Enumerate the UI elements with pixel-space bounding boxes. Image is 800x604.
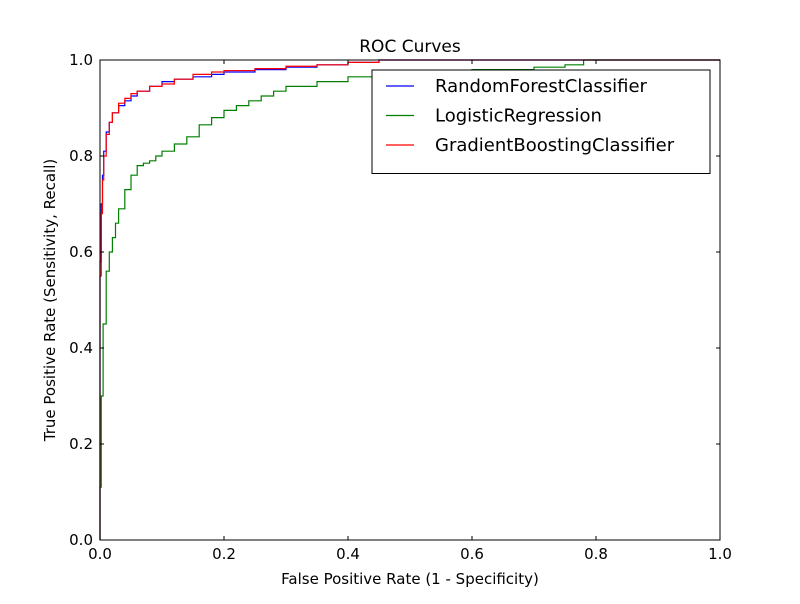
x-tick-label: 1.0 (708, 545, 732, 563)
x-tick-label: 0.8 (584, 545, 608, 563)
y-axis-label: True Positive Rate (Sensitivity, Recall) (41, 159, 59, 442)
legend-label: LogisticRegression (435, 106, 602, 127)
axes-layer: 0.0 0.2 0.4 0.6 0.8 1.0 0.0 0.2 0.4 0.6 0.8 1.0 (69, 51, 732, 563)
y-tick-label: 0.6 (69, 243, 93, 261)
y-tick-label: 0.2 (69, 435, 93, 453)
legend: RandomForestClassifier LogisticRegression… (371, 69, 711, 174)
y-tick-label: 0.0 (69, 531, 93, 549)
y-tick-label: 1.0 (69, 51, 93, 69)
x-tick-label: 0.0 (88, 545, 112, 563)
x-tick-label: 0.6 (460, 545, 484, 563)
plot-frame (99, 59, 721, 541)
legend-box (371, 69, 711, 174)
x-axis-label: False Positive Rate (1 - Specificity) (281, 570, 539, 588)
x-tick-label: 0.4 (336, 545, 360, 563)
chart-title: ROC Curves (359, 37, 461, 57)
y-tick-label: 0.8 (69, 147, 93, 165)
y-tick-label: 0.4 (69, 339, 93, 357)
roc-curve-gradientboostingclassifier (99, 59, 720, 540)
x-tick-label: 0.2 (212, 545, 236, 563)
legend-label: RandomForestClassifier (435, 76, 648, 97)
legend-label: GradientBoostingClassifier (435, 135, 675, 156)
